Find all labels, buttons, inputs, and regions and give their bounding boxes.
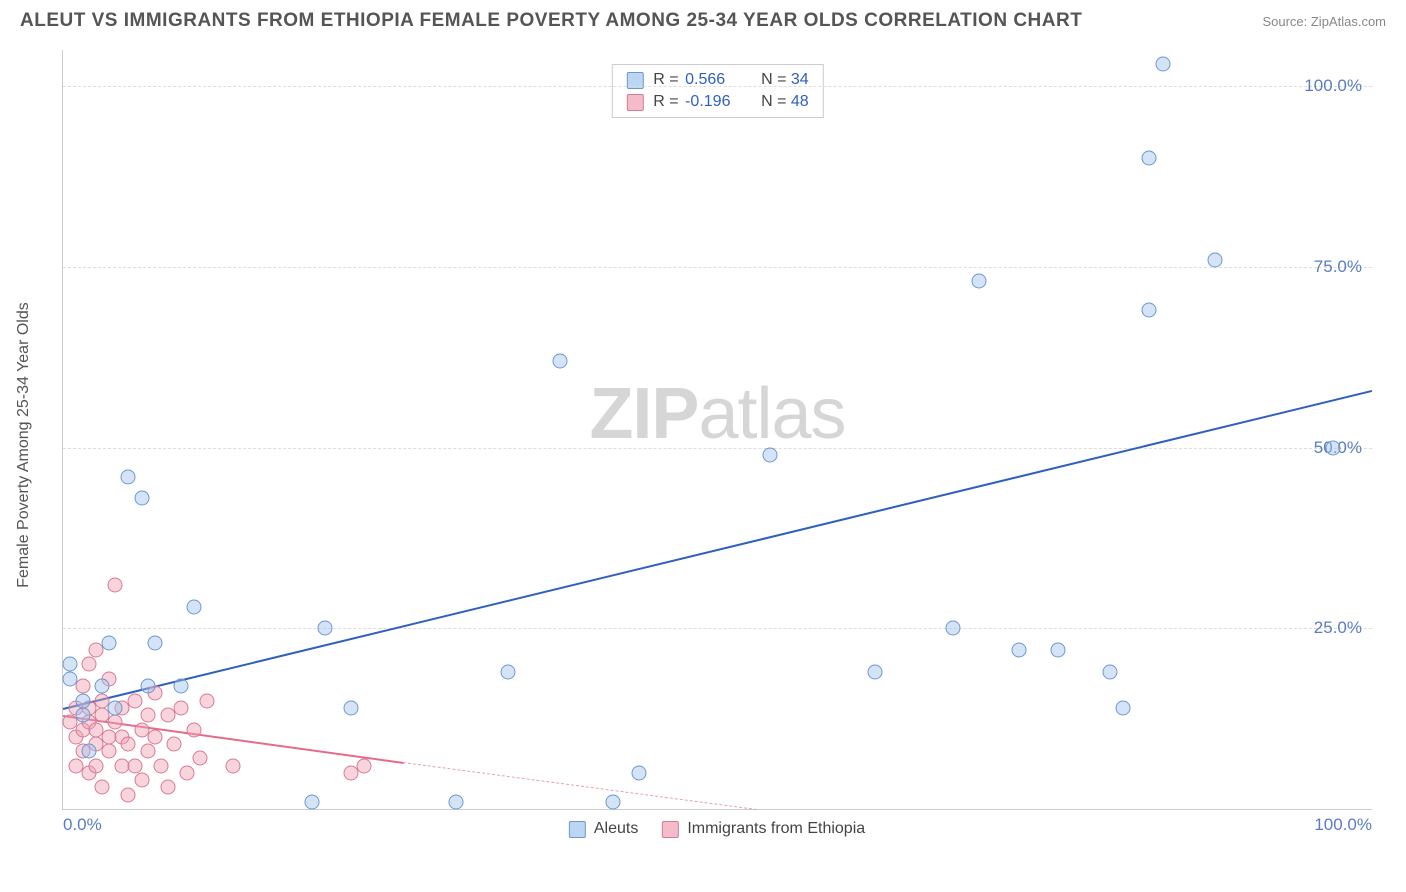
gridline [63, 628, 1372, 629]
data-point-blue [343, 700, 358, 715]
data-point-blue [62, 657, 77, 672]
data-point-pink [193, 751, 208, 766]
data-point-pink [154, 758, 169, 773]
data-point-pink [121, 787, 136, 802]
xtick-label: 0.0% [63, 815, 102, 835]
legend-series: Aleuts Immigrants from Ethiopia [569, 820, 865, 838]
ytick-label: 100.0% [1304, 76, 1362, 96]
data-point-pink [108, 577, 123, 592]
data-point-blue [1011, 642, 1026, 657]
data-point-pink [95, 780, 110, 795]
data-point-blue [75, 693, 90, 708]
data-point-blue [448, 794, 463, 809]
data-point-blue [186, 599, 201, 614]
data-point-pink [199, 693, 214, 708]
data-point-blue [762, 447, 777, 462]
data-point-blue [101, 635, 116, 650]
data-point-blue [134, 491, 149, 506]
gridline [63, 86, 1372, 87]
data-point-pink [127, 693, 142, 708]
data-point-pink [173, 700, 188, 715]
data-point-blue [173, 679, 188, 694]
data-point-pink [88, 758, 103, 773]
data-point-blue [62, 671, 77, 686]
data-point-pink [180, 765, 195, 780]
swatch-pink-icon [626, 94, 643, 111]
data-point-blue [1155, 57, 1170, 72]
data-point-blue [1142, 303, 1157, 318]
data-point-pink [121, 736, 136, 751]
data-point-blue [317, 621, 332, 636]
data-point-blue [95, 679, 110, 694]
data-point-pink [186, 722, 201, 737]
data-point-blue [141, 679, 156, 694]
data-point-pink [160, 780, 175, 795]
data-point-blue [82, 744, 97, 759]
data-point-blue [972, 274, 987, 289]
gridline [63, 267, 1372, 268]
data-point-blue [304, 794, 319, 809]
ytick-label: 25.0% [1314, 618, 1362, 638]
swatch-blue-icon [569, 821, 586, 838]
legend-item-ethiopia: Immigrants from Ethiopia [662, 820, 865, 838]
data-point-pink [82, 657, 97, 672]
data-point-blue [147, 635, 162, 650]
data-point-blue [75, 708, 90, 723]
data-point-pink [167, 736, 182, 751]
data-point-blue [946, 621, 961, 636]
data-point-blue [1103, 664, 1118, 679]
xtick-label: 100.0% [1314, 815, 1372, 835]
chart-container: Female Poverty Among 25-34 Year Olds ZIP… [48, 40, 1386, 850]
data-point-pink [147, 729, 162, 744]
data-point-blue [1050, 642, 1065, 657]
data-point-pink [141, 708, 156, 723]
data-point-blue [605, 794, 620, 809]
data-point-blue [108, 700, 123, 715]
data-point-pink [141, 744, 156, 759]
data-point-blue [553, 353, 568, 368]
y-axis-label: Female Poverty Among 25-34 Year Olds [15, 302, 33, 588]
legend-item-aleuts: Aleuts [569, 820, 638, 838]
data-point-pink [226, 758, 241, 773]
data-point-blue [1325, 440, 1340, 455]
trendline-blue [63, 390, 1372, 710]
data-point-pink [101, 744, 116, 759]
ytick-label: 75.0% [1314, 257, 1362, 277]
data-point-blue [1116, 700, 1131, 715]
data-point-blue [501, 664, 516, 679]
data-point-pink [75, 679, 90, 694]
chart-title: ALEUT VS IMMIGRANTS FROM ETHIOPIA FEMALE… [20, 10, 1082, 32]
plot-area: ZIPatlas R = 0.566 N = 34 R = -0.196 N =… [62, 50, 1372, 810]
data-point-pink [134, 773, 149, 788]
data-point-blue [121, 469, 136, 484]
data-point-blue [1142, 151, 1157, 166]
legend-row-pink: R = -0.196 N = 48 [626, 91, 808, 113]
swatch-pink-icon [662, 821, 679, 838]
watermark: ZIPatlas [589, 373, 845, 455]
data-point-pink [127, 758, 142, 773]
gridline [63, 448, 1372, 449]
chart-source: Source: ZipAtlas.com [1262, 14, 1386, 29]
legend-row-blue: R = 0.566 N = 34 [626, 69, 808, 91]
data-point-blue [1207, 252, 1222, 267]
legend-correlation: R = 0.566 N = 34 R = -0.196 N = 48 [611, 64, 823, 118]
data-point-pink [108, 715, 123, 730]
data-point-blue [867, 664, 882, 679]
data-point-blue [631, 765, 646, 780]
data-point-pink [357, 758, 372, 773]
